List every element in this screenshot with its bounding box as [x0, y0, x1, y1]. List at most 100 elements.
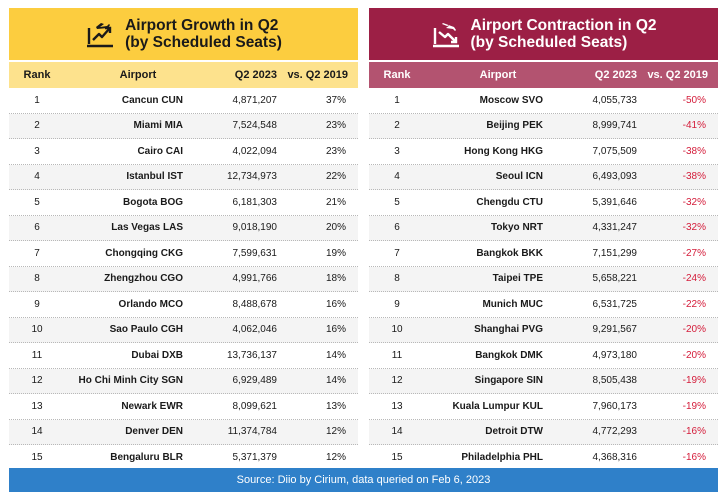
airport-cell: Seoul ICN	[495, 171, 543, 183]
seats-cell: 5,371,379	[232, 451, 278, 463]
table-row: 8 Taipei TPE 5,658,221 -24%	[369, 266, 718, 292]
seats-header: Q2 2023	[594, 69, 637, 81]
airport-cell: Bangkok DMK	[475, 349, 543, 361]
rank-header: Rank	[383, 69, 411, 81]
rank-cell: 1	[34, 94, 40, 106]
seats-cell: 6,531,725	[592, 298, 638, 310]
rank-cell: 15	[391, 451, 403, 463]
rank-cell: 4	[34, 171, 40, 183]
airport-cell: Chengdu CTU	[476, 196, 543, 208]
seats-cell: 4,062,046	[232, 324, 278, 336]
table-row: 1 Moscow SVO 4,055,733 -50%	[369, 88, 718, 114]
change-header: vs. Q2 2019	[287, 69, 348, 81]
seats-cell: 5,391,646	[592, 196, 638, 208]
table-row: 8 Zhengzhou CGO 4,991,766 18%	[9, 266, 358, 292]
change-cell: -41%	[682, 120, 706, 132]
airport-cell: Cancun CUN	[121, 94, 183, 106]
growth-title-line1: Airport Growth in Q2	[125, 17, 279, 34]
airport-cell: Bangkok BKK	[476, 247, 543, 259]
table-row: 7 Bangkok BKK 7,151,299 -27%	[369, 241, 718, 267]
change-cell: -19%	[682, 400, 706, 412]
rank-cell: 13	[391, 400, 403, 412]
change-cell: 23%	[325, 120, 346, 132]
contraction-title-line2: (by Scheduled Seats)	[470, 34, 628, 51]
airport-cell: Chongqing CKG	[105, 247, 183, 259]
change-cell: -38%	[682, 171, 706, 183]
change-cell: -16%	[682, 451, 706, 463]
airport-cell: Newark EWR	[121, 400, 183, 412]
table-row: 14 Detroit DTW 4,772,293 -16%	[369, 419, 718, 445]
growth-title-line2: (by Scheduled Seats)	[125, 34, 282, 51]
seats-cell: 8,488,678	[232, 298, 278, 310]
table-row: 11 Dubai DXB 13,736,137 14%	[9, 343, 358, 369]
airport-cell: Orlando MCO	[118, 298, 183, 310]
source-text: Source: Diio by Cirium, data queried on …	[236, 474, 491, 486]
table-row: 6 Las Vegas LAS 9,018,190 20%	[9, 215, 358, 241]
table-row: 1 Cancun CUN 4,871,207 37%	[9, 88, 358, 114]
rank-cell: 6	[34, 222, 40, 234]
airport-cell: Detroit DTW	[485, 426, 543, 438]
seats-header: Q2 2023	[234, 69, 277, 81]
rank-cell: 5	[394, 196, 400, 208]
rank-cell: 12	[31, 375, 43, 387]
airport-cell: Sao Paulo CGH	[109, 324, 183, 336]
change-cell: 12%	[325, 451, 346, 463]
rank-cell: 14	[31, 426, 43, 438]
airport-cell: Ho Chi Minh City SGN	[78, 375, 183, 387]
airport-cell: Shanghai PVG	[474, 324, 543, 336]
table-row: 12 Ho Chi Minh City SGN 6,929,489 14%	[9, 368, 358, 394]
seats-cell: 6,493,093	[592, 171, 638, 183]
seats-cell: 9,291,567	[592, 324, 638, 336]
change-cell: 37%	[325, 94, 346, 106]
airport-cell: Singapore SIN	[474, 375, 543, 387]
plane-takeoff-growth-icon	[87, 23, 114, 48]
table-row: 15 Bengaluru BLR 5,371,379 12%	[9, 445, 358, 471]
change-cell: -16%	[682, 426, 706, 438]
rank-cell: 2	[394, 120, 400, 132]
change-cell: 18%	[325, 273, 346, 285]
rank-cell: 12	[391, 375, 403, 387]
rank-cell: 13	[31, 400, 43, 412]
airport-cell: Munich MUC	[482, 298, 543, 310]
seats-cell: 7,151,299	[592, 247, 638, 259]
table-row: 3 Hong Kong HKG 7,075,509 -38%	[369, 139, 718, 165]
seats-cell: 8,505,438	[592, 375, 638, 387]
plane-landing-decline-icon	[432, 23, 459, 48]
seats-cell: 4,368,316	[592, 451, 638, 463]
table-row: 7 Chongqing CKG 7,599,631 19%	[9, 241, 358, 267]
growth-column-headers: Rank Airport Q2 2023 vs. Q2 2019	[9, 62, 358, 88]
change-cell: 14%	[325, 375, 346, 387]
change-cell: -32%	[682, 222, 706, 234]
table-row: 3 Cairo CAI 4,022,094 23%	[9, 139, 358, 165]
seats-cell: 7,524,548	[232, 120, 278, 132]
table-row: 12 Singapore SIN 8,505,438 -19%	[369, 368, 718, 394]
rank-header: Rank	[23, 69, 51, 81]
table-row: 9 Munich MUC 6,531,725 -22%	[369, 292, 718, 318]
rank-cell: 3	[34, 145, 40, 157]
rank-cell: 8	[394, 273, 400, 285]
table-row: 4 Seoul ICN 6,493,093 -38%	[369, 164, 718, 190]
airport-cell: Dubai DXB	[131, 349, 183, 361]
rank-cell: 3	[394, 145, 400, 157]
seats-cell: 6,181,303	[232, 196, 278, 208]
contraction-panel: Airport Contraction in Q2 (by Scheduled …	[369, 8, 718, 471]
airport-cell: Philadelphia PHL	[461, 451, 543, 463]
change-cell: 22%	[325, 171, 346, 183]
rank-cell: 10	[391, 324, 403, 336]
table-row: 5 Bogota BOG 6,181,303 21%	[9, 190, 358, 216]
table-row: 5 Chengdu CTU 5,391,646 -32%	[369, 190, 718, 216]
seats-cell: 8,099,621	[232, 400, 278, 412]
seats-cell: 4,055,733	[592, 94, 638, 106]
airport-cell: Zhengzhou CGO	[104, 273, 183, 285]
seats-cell: 8,999,741	[592, 120, 638, 132]
rank-cell: 7	[394, 247, 400, 259]
growth-table-body: 1 Cancun CUN 4,871,207 37% 2 Miami MIA 7,524,…	[9, 88, 358, 471]
change-cell: 14%	[325, 349, 346, 361]
change-cell: -32%	[682, 196, 706, 208]
change-cell: -20%	[682, 324, 706, 336]
table-row: 2 Beijing PEK 8,999,741 -41%	[369, 113, 718, 139]
airport-cell: Taipei TPE	[492, 273, 543, 285]
rank-cell: 11	[391, 349, 403, 361]
airport-cell: Hong Kong HKG	[464, 145, 543, 157]
rank-cell: 1	[394, 94, 400, 106]
